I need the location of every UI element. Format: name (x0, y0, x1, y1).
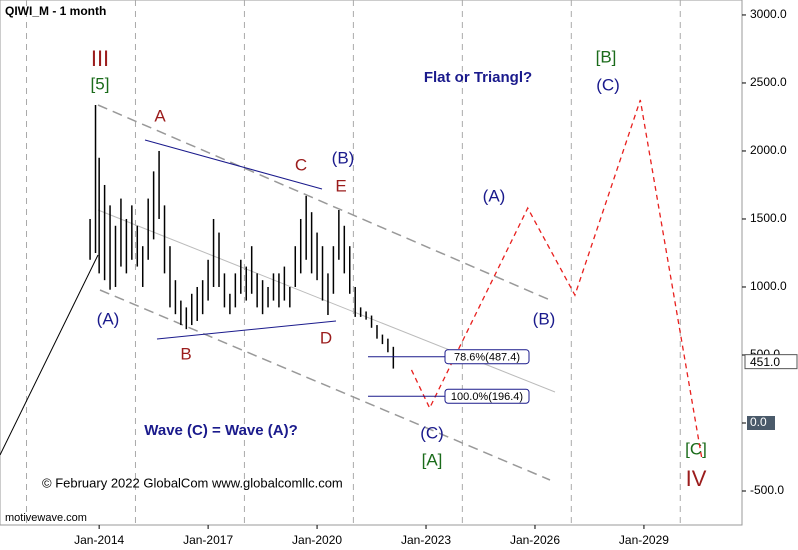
plot-area (0, 0, 743, 526)
y-tick-label: 2500.0 (750, 75, 787, 89)
x-tick-label: Jan-2014 (74, 533, 124, 547)
wave-label: [B] (596, 47, 617, 66)
forecast-line (410, 99, 703, 460)
fib-label: 78.6%(487.4) (454, 352, 520, 364)
wave-label: (C) (420, 423, 444, 442)
wave-label: [C] (685, 439, 707, 458)
price-tag: 451.0 (750, 355, 780, 369)
price-tag-box (744, 354, 798, 370)
wave-label: III (91, 46, 109, 71)
fib-box (444, 388, 530, 404)
wave-label: D (320, 328, 332, 347)
wave-label: E (335, 176, 346, 195)
fib-label: 100.0%(196.4) (451, 391, 523, 403)
y-tick-label: 1500.0 (750, 211, 787, 225)
wave-label: (B) (533, 309, 556, 328)
wave-label: [5] (91, 74, 110, 93)
wave-label: C (295, 155, 307, 174)
channel-upper (97, 104, 551, 301)
y-tick-label: 2000.0 (750, 143, 787, 157)
wave-label: (C) (596, 75, 620, 94)
wave-label: [A] (422, 450, 443, 469)
y-tick-label: 1000.0 (750, 279, 787, 293)
channel-lower (99, 289, 551, 481)
x-tick-label: Jan-2026 (510, 533, 560, 547)
wave-label: IV (686, 466, 707, 491)
y-tick-label: -500.0 (750, 483, 784, 497)
y-tick-label: 0.0 (750, 415, 767, 429)
trend-lines (0, 104, 556, 481)
wave-label: (A) (483, 186, 506, 205)
annotation: Flat or Triangl? (424, 69, 532, 86)
triangle-lower (156, 320, 337, 340)
x-tick-label: Jan-2017 (183, 533, 233, 547)
wave-label: (A) (97, 309, 120, 328)
fib-box (444, 349, 530, 365)
wave-label: B (180, 344, 191, 363)
chart-title: QIWI_M - 1 month (5, 4, 106, 18)
copyright: © February 2022 GlobalCom www.globalcoml… (42, 475, 343, 490)
watermark: motivewave.com (5, 512, 87, 524)
wave-label: (B) (332, 148, 355, 167)
triangle-upper (144, 139, 323, 190)
zero-box (747, 415, 775, 430)
x-tick-label: Jan-2023 (401, 533, 451, 547)
y-tick-label: 3000.0 (750, 7, 787, 21)
wave-line (0, 254, 99, 456)
x-tick-label: Jan-2020 (292, 533, 342, 547)
wave-label: A (154, 106, 166, 125)
annotation: Wave (C) = Wave (A)? (144, 422, 298, 439)
x-tick-label: Jan-2029 (619, 533, 669, 547)
